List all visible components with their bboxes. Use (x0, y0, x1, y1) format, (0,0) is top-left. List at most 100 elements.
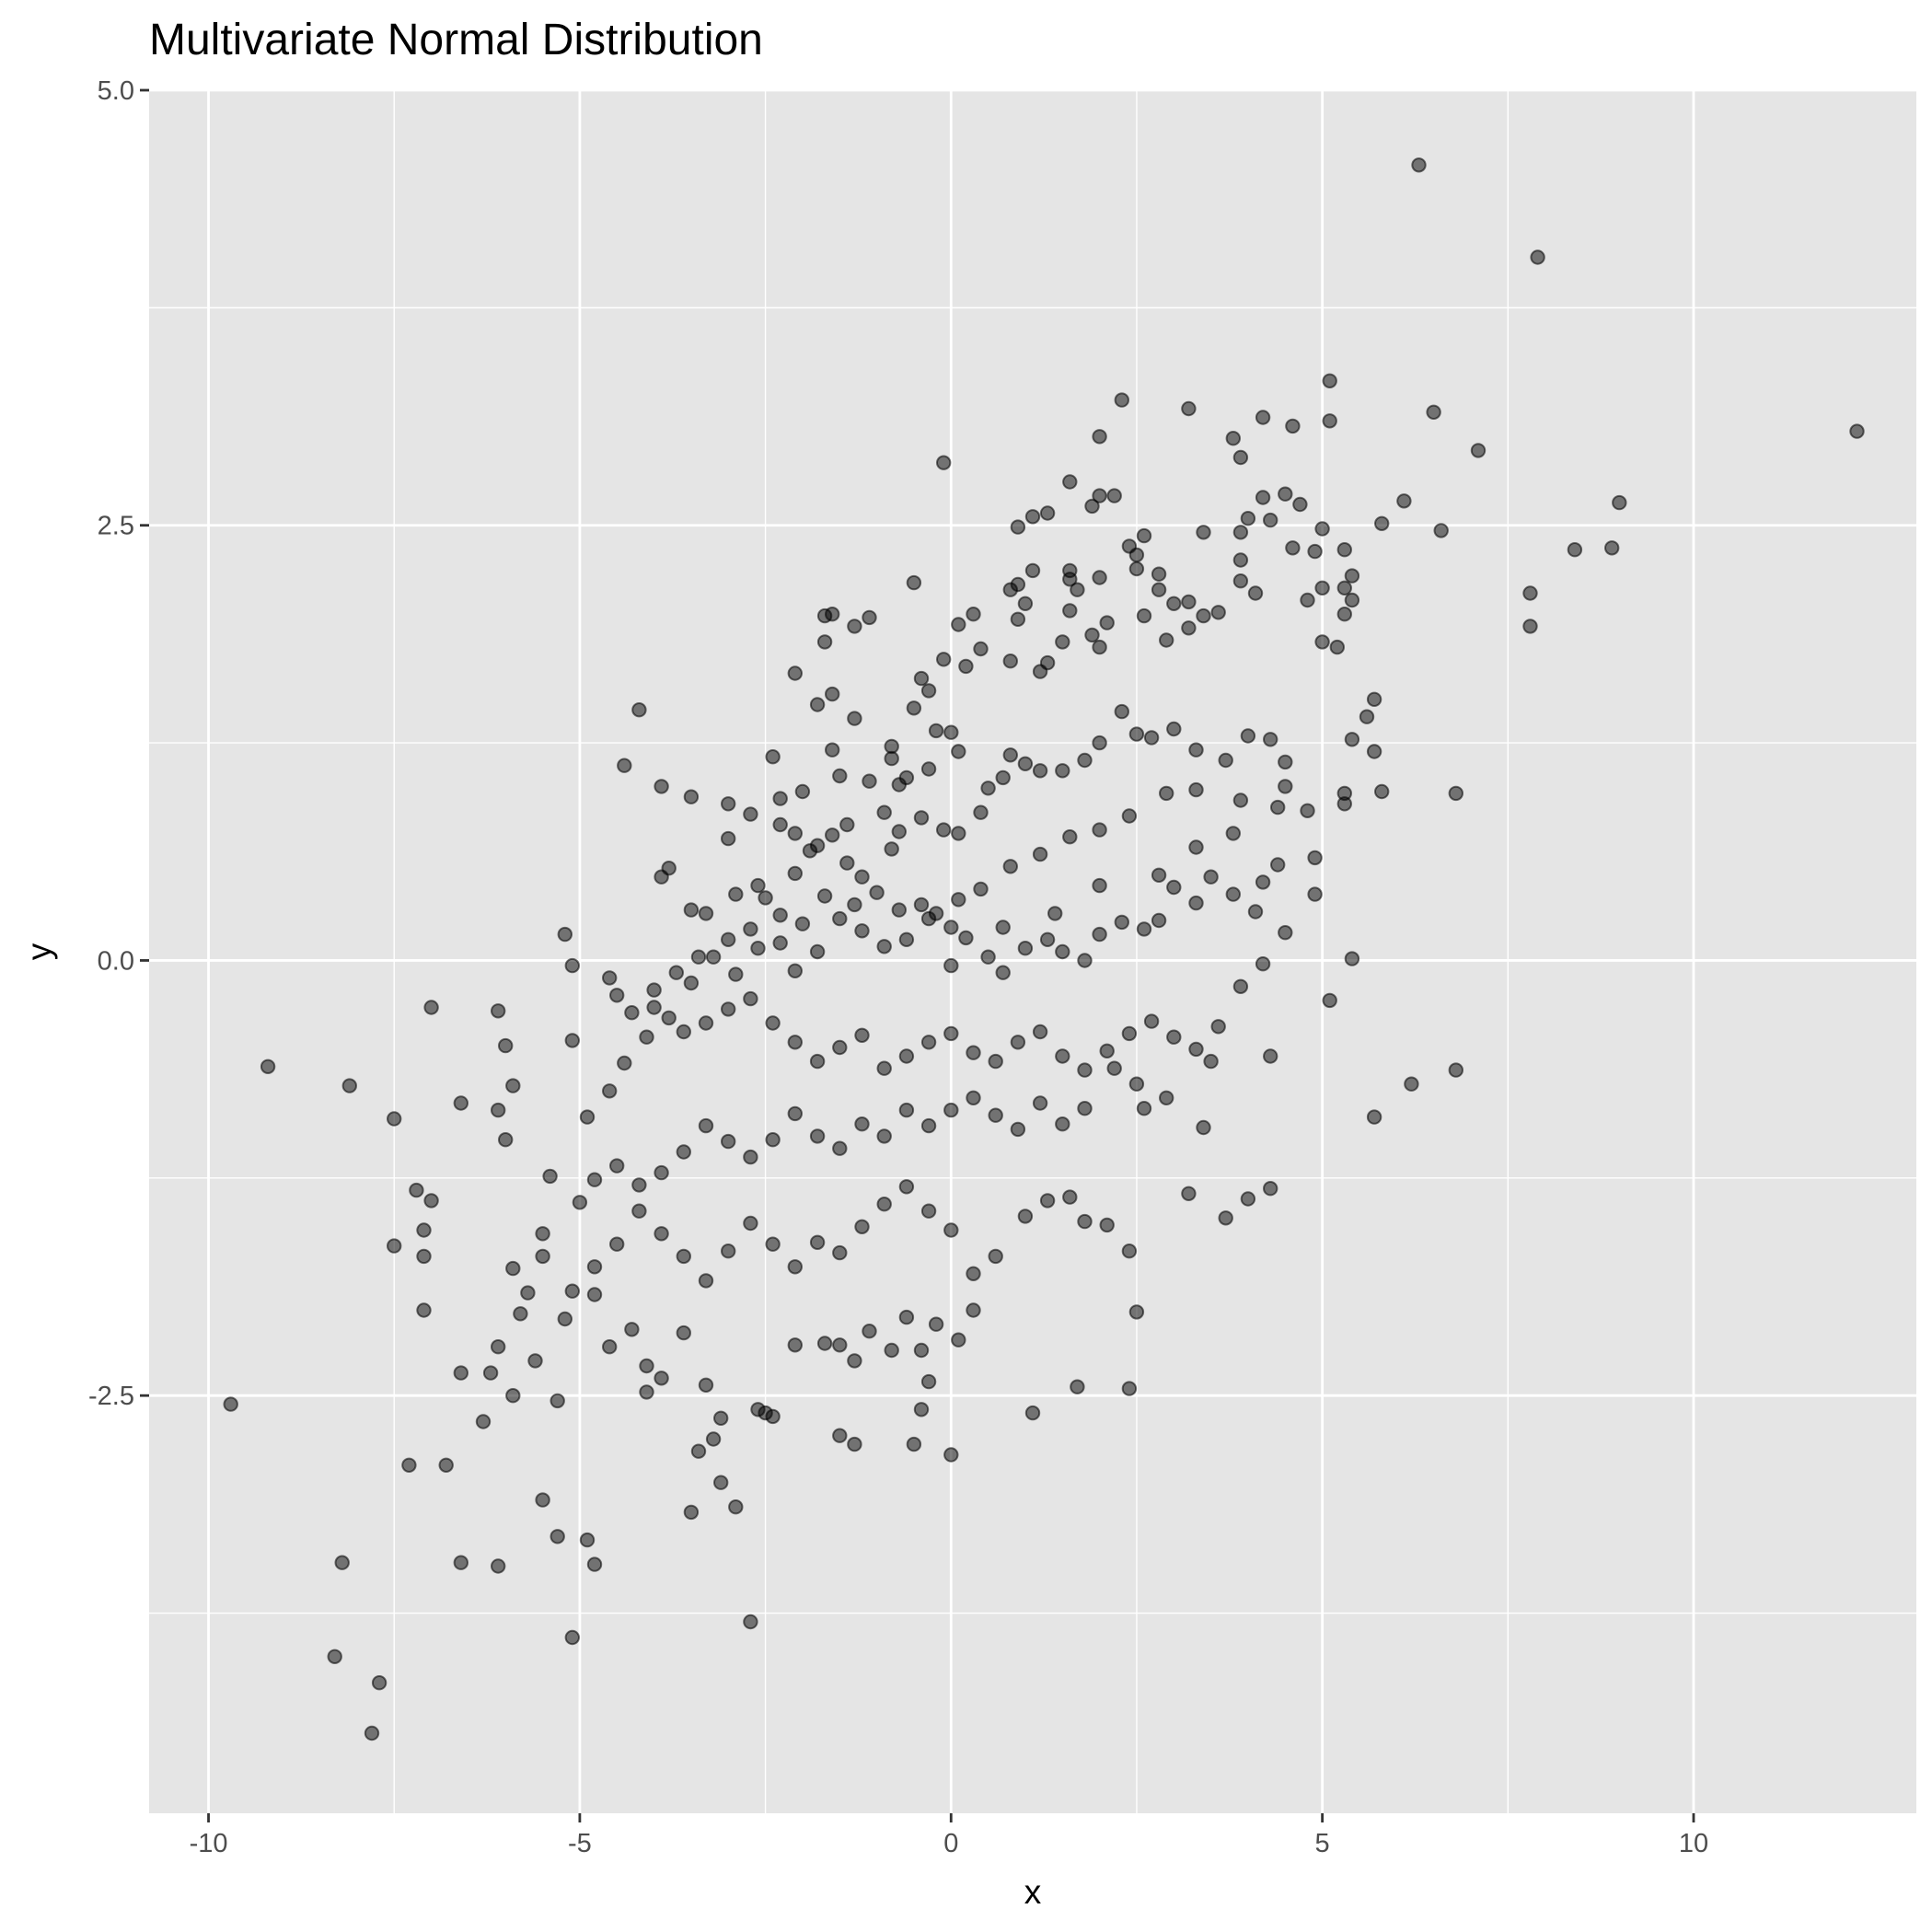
scatter-point (1359, 709, 1375, 724)
scatter-point (705, 949, 722, 965)
scatter-point (1032, 664, 1048, 679)
scatter-point (854, 869, 870, 885)
scatter-point (794, 783, 811, 800)
scatter-point (839, 855, 855, 871)
scatter-point (564, 1033, 580, 1048)
scatter-point (1188, 895, 1204, 911)
scatter-point (1159, 785, 1174, 802)
scatter-point (1196, 525, 1211, 540)
scatter-point (988, 1053, 1003, 1070)
scatter-point (847, 1353, 862, 1369)
scatter-point (1151, 582, 1167, 597)
scatter-point (1151, 912, 1167, 929)
scatter-point (980, 781, 996, 796)
scatter-point (1232, 573, 1249, 589)
scatter-point (1344, 592, 1360, 608)
scatter-point (1136, 607, 1152, 624)
scatter-point (787, 826, 803, 841)
scatter-point (847, 897, 862, 913)
scatter-point (676, 1024, 691, 1040)
scatter-point (935, 822, 952, 838)
scatter-point (1240, 1191, 1256, 1207)
scatter-point (1300, 592, 1315, 608)
scatter-point (1329, 639, 1346, 655)
scatter-point (1024, 1405, 1041, 1421)
scatter-point (884, 738, 899, 755)
scatter-point (698, 1273, 714, 1289)
scatter-point (1300, 803, 1315, 818)
scatter-point (409, 1182, 424, 1198)
scatter-point (1240, 728, 1256, 744)
scatter-point (1278, 779, 1293, 794)
scatter-point (564, 1629, 580, 1646)
scatter-point (1314, 521, 1330, 537)
scatter-point (943, 724, 959, 740)
scatter-point (1039, 505, 1056, 521)
scatter-point (1128, 561, 1145, 577)
scatter-point (995, 769, 1011, 786)
scatter-point (1017, 940, 1034, 956)
scatter-point (750, 877, 766, 894)
scatter-point (802, 843, 818, 859)
scatter-point (683, 789, 700, 804)
scatter-point (943, 1222, 959, 1238)
scatter-point (988, 1248, 1003, 1265)
scatter-point (1159, 1090, 1174, 1106)
scatter-point (1849, 423, 1865, 439)
scatter-point (772, 791, 788, 806)
scatter-point (832, 1428, 848, 1443)
scatter-point (416, 1222, 432, 1238)
scatter-point (1210, 1019, 1226, 1035)
scatter-point (1270, 857, 1286, 873)
scatter-point (1032, 846, 1048, 862)
scatter-point (898, 1309, 915, 1325)
scatter-point (1136, 527, 1152, 544)
scatter-point (453, 1555, 469, 1570)
scatter-point (1070, 582, 1085, 597)
scatter-point (809, 1234, 826, 1251)
scatter-point (980, 949, 996, 965)
scatter-point (884, 841, 899, 857)
scatter-point (1106, 488, 1122, 503)
scatter-point (572, 1195, 588, 1210)
scatter-point (1344, 732, 1360, 747)
scatter-point (1225, 826, 1242, 841)
scatter-point (951, 744, 966, 759)
scatter-point (1181, 594, 1197, 610)
scatter-point (617, 1055, 632, 1071)
scatter-point (943, 957, 959, 974)
scatter-point (491, 1003, 506, 1019)
scatter-point (550, 1529, 565, 1544)
scatter-point (1114, 703, 1130, 720)
scatter-point (676, 1325, 691, 1341)
scatter-point (505, 1388, 521, 1404)
scatter-point (1404, 1076, 1419, 1092)
scatter-point (1448, 785, 1464, 802)
scatter-point (816, 634, 833, 650)
scatter-point (416, 1248, 432, 1265)
scatter-point (1121, 1025, 1138, 1042)
scatter-point (609, 1158, 625, 1174)
scatter-point (401, 1457, 417, 1474)
scatter-point (832, 768, 848, 784)
scatter-point (1278, 486, 1293, 502)
scatter-point (1255, 874, 1271, 890)
scatter-point (1196, 1119, 1211, 1136)
scatter-point (743, 806, 758, 822)
scatter-point (491, 1102, 506, 1118)
scatter-point (1255, 410, 1271, 425)
scatter-point (1136, 1101, 1152, 1116)
scatter-point (869, 885, 885, 900)
scatter-point (639, 1384, 654, 1400)
scatter-point (876, 1197, 892, 1212)
scatter-point (505, 1078, 521, 1093)
scatter-point (1263, 732, 1278, 747)
scatter-point (787, 1337, 803, 1353)
scatter-point (825, 827, 840, 843)
scatter-point (966, 1045, 981, 1060)
scatter-point (550, 1393, 565, 1409)
scatter-point (1010, 1035, 1026, 1050)
scatter-point (1344, 568, 1360, 584)
scatter-point (1292, 496, 1308, 513)
